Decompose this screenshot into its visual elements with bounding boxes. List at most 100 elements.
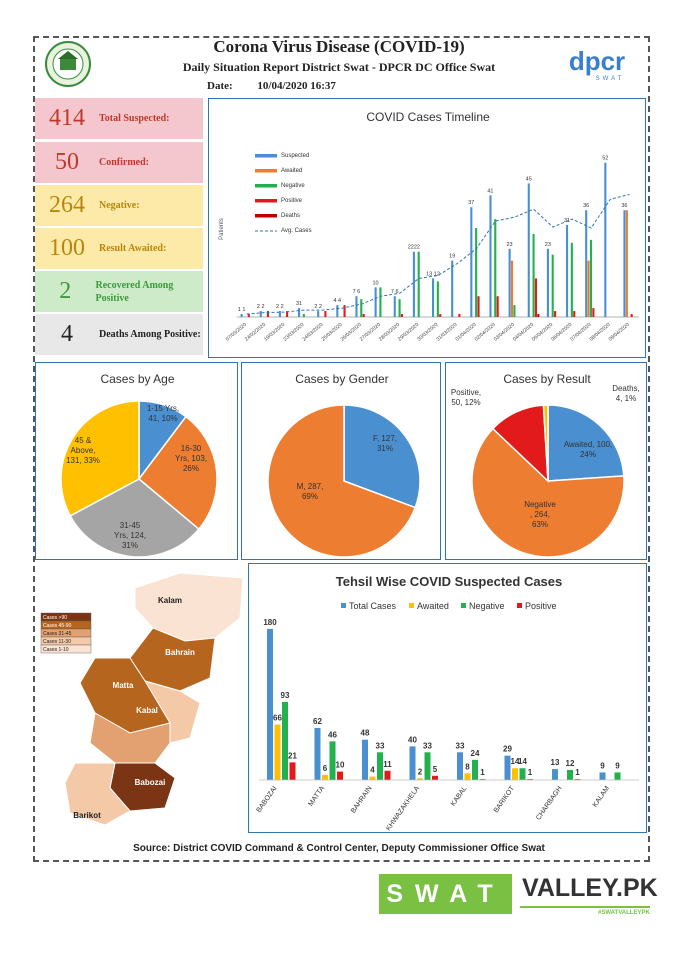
tehsil-bar [274,724,281,780]
timeline-bar [604,162,607,317]
map-label: Kabal [136,706,158,715]
stat-label: Negative: [99,200,140,211]
pie-slice-label-line: 50, 12% [451,398,480,407]
tehsil-bar-label: 8 [465,762,470,771]
tehsil-bar [362,739,368,780]
stat-label: Deaths Among Positive: [99,329,201,340]
tehsil-bar [574,779,581,780]
valley-footer-text: VALLEY.PK [522,874,658,902]
tehsil-bar [329,741,336,780]
pie-slice-label-line: Negative [524,500,556,509]
tehsil-legend-label: Positive [525,601,557,611]
pie-slice-label: 31-45 Yrs, 124, 31% [114,521,146,550]
tehsil-bar [384,770,391,780]
swat-footer-logo: SWAT [379,874,512,914]
tehsil-bar-label: 33 [376,741,385,750]
pie-slice-label-line: 69% [302,492,318,501]
timeline-bar [324,311,327,317]
pie-slice-label: Positive, 50, 12% [451,388,481,407]
stat-box: 100 Result Awaited: [35,228,203,269]
timeline-bar [398,299,401,317]
timeline-bar-label: 37 [468,200,474,206]
report-title: Corona Virus Disease (COVID-19) [213,37,465,56]
timeline-bar [585,210,588,317]
pie-slice-label-line: 26% [183,464,199,473]
timeline-bar-label: 23 [507,242,513,248]
timeline-bar-label: 2 2 [276,304,284,310]
tehsil-bar-label: 21 [288,751,297,760]
tehsil-bar-label: 14 [518,757,527,766]
timeline-legend-label: Negative [281,183,305,189]
tehsil-bar-label: 14 [511,757,520,766]
timeline-bar [278,311,281,317]
pie-slice-label-line: 31-45 [120,521,141,530]
tehsil-x-tick: MATTA [307,785,326,808]
timeline-bar [298,308,301,317]
tehsil-bar-label: 12 [566,759,575,768]
timeline-bar [417,251,420,317]
tehsil-bar [417,778,423,780]
tehsil-bar-label: 46 [328,730,337,739]
pie-slice [60,400,140,517]
timeline-bar-label: 2 2 [314,304,322,310]
tehsil-bar [519,768,526,780]
tehsil-bar-label: 1 [480,768,485,777]
date-label: Date: [207,80,233,92]
tehsil-legend-swatch [409,603,414,608]
pie-slice-label: Deaths, 4, 1% [612,384,640,403]
map-legend-label: Cases 1-10 [43,647,69,653]
timeline-bar [496,296,499,317]
tehsil-legend-label: Negative [469,601,505,611]
gender-panel: Cases by Gender F, 127, 31% M, 287, 69% [241,362,441,560]
tehsil-legend-label: Awaited [417,601,449,611]
pie-slice-label-line: F, 127, [373,434,397,443]
timeline-bar-label: 2 2 [257,304,265,310]
map-legend-swatch [40,644,92,654]
timeline-bar-label: 36 [583,203,589,209]
timeline-bar [470,207,473,317]
timeline-legend-swatch [255,199,277,203]
stat-label: Recovered Among Positive [95,279,174,304]
map-legend-label: Cases >90 [43,615,67,621]
tehsil-legend-label: Total Cases [349,601,397,611]
pie-title: Cases by Gender [295,372,388,386]
timeline-bar [259,311,262,317]
source-note: Source: District COVID Command & Control… [133,843,545,854]
pie-slice-label: 16-30 Yrs, 103, 26% [175,444,207,473]
pie-slice [267,404,417,558]
timeline-bar [623,210,626,317]
timeline-legend-swatch [255,184,277,188]
tehsil-bar-label: 10 [336,761,345,770]
pie-slice-label: M, 287, 69% [297,482,324,501]
timeline-bar [508,248,511,317]
tehsil-bar [282,701,288,780]
pie-slice-label-line: 1-15 Yrs, [147,404,179,413]
timeline-legend-label: Deaths [281,213,300,219]
dpcr-logo: dpcr SWAT [569,46,625,82]
stat-value: 414 [49,105,85,131]
date-value: 10/04/2020 16:37 [257,80,336,92]
tehsil-bar-label: 48 [361,729,370,738]
stat-label: Confirmed: [99,157,149,168]
tehsil-bar-chart: Tehsil Wise COVID Suspected Cases Total C… [255,574,639,832]
timeline-bar [343,305,346,317]
gender-pie-chart: Cases by Gender F, 127, 31% M, 287, 69% [267,372,421,558]
map-legend-label: Cases 45-90 [43,623,72,629]
timeline-legend-swatch [255,154,277,158]
timeline-bar [630,314,633,317]
timeline-bar-label: 52 [602,156,608,162]
timeline-bar [494,219,497,317]
pie-slice-label-line: , 264, [530,510,550,519]
tehsil-title: Tehsil Wise COVID Suspected Cases [336,574,563,589]
result-pie-chart: Cases by Result Awaited, 100, 24% Negative,… [451,372,640,558]
tehsil-x-tick: BARIKOT [493,785,517,815]
timeline-bar [546,248,549,317]
tehsil-bar-label: 180 [263,618,277,627]
timeline-bar [286,311,289,317]
timeline-legend-swatch [255,169,277,173]
tehsil-bar-label: 5 [433,765,438,774]
timeline-y-label: Patients [219,218,225,240]
map-label: Bahrain [165,648,195,657]
timeline-legend-swatch [255,214,277,218]
